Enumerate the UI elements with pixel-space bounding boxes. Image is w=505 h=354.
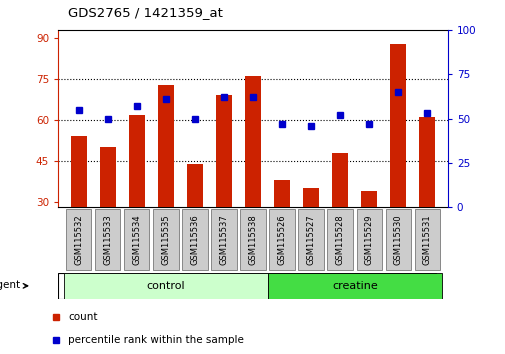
FancyBboxPatch shape [240,210,265,270]
Text: GSM115538: GSM115538 [248,215,257,265]
Text: count: count [68,312,97,322]
Bar [244,76,261,207]
FancyBboxPatch shape [327,210,352,270]
Bar [361,191,377,207]
Text: GSM115535: GSM115535 [161,215,170,265]
FancyBboxPatch shape [211,210,236,270]
Bar [332,153,347,207]
Text: agent: agent [0,280,20,290]
Bar [302,188,319,207]
FancyBboxPatch shape [385,210,411,270]
Bar [267,273,441,299]
Text: creatine: creatine [331,281,377,291]
Text: GSM115531: GSM115531 [422,215,431,265]
Text: GSM115532: GSM115532 [74,215,83,265]
Text: GSM115536: GSM115536 [190,215,199,265]
Text: GSM115527: GSM115527 [306,215,315,265]
FancyBboxPatch shape [66,210,91,270]
Bar [419,117,435,207]
Text: GSM115526: GSM115526 [277,215,286,265]
Text: GDS2765 / 1421359_at: GDS2765 / 1421359_at [68,6,223,19]
FancyBboxPatch shape [94,210,120,270]
FancyBboxPatch shape [298,210,323,270]
Text: GSM115534: GSM115534 [132,215,141,265]
FancyBboxPatch shape [182,210,207,270]
FancyBboxPatch shape [356,210,381,270]
Bar [274,180,289,207]
Bar [128,114,144,207]
Text: GSM115528: GSM115528 [335,215,344,265]
FancyBboxPatch shape [153,210,178,270]
Bar [216,96,231,207]
Text: GSM115530: GSM115530 [393,215,402,265]
Bar [64,273,267,299]
Text: GSM115529: GSM115529 [364,215,373,265]
Text: GSM115537: GSM115537 [219,215,228,265]
Bar [390,44,406,207]
FancyBboxPatch shape [269,210,294,270]
Bar [158,85,173,207]
Bar [186,164,203,207]
Text: control: control [146,281,185,291]
FancyBboxPatch shape [124,210,149,270]
Text: GSM115533: GSM115533 [103,215,112,265]
Bar [99,147,115,207]
Bar [70,136,86,207]
Text: percentile rank within the sample: percentile rank within the sample [68,335,243,346]
FancyBboxPatch shape [414,210,439,270]
